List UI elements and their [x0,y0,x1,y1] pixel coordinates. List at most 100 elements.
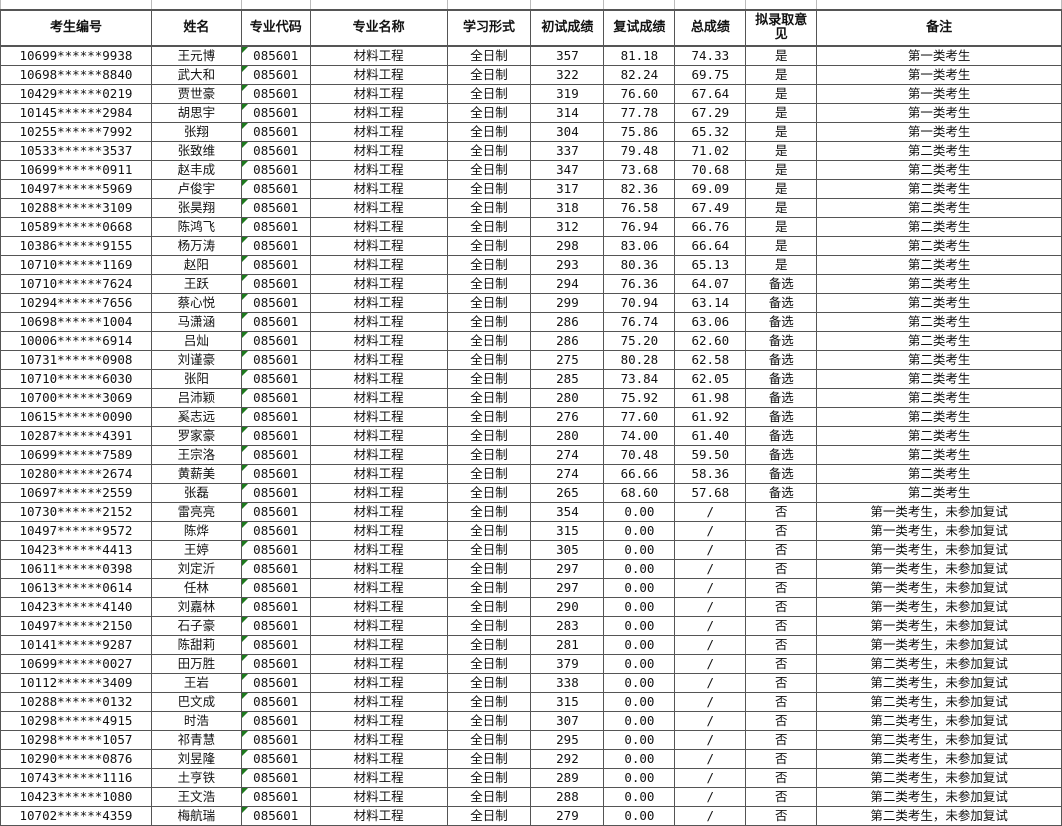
cell-initial-score[interactable]: 292 [530,749,605,769]
cell-retest-score[interactable]: 80.36 [603,255,676,275]
cell-major-name[interactable]: 材料工程 [309,502,448,522]
cell-name[interactable]: 巴文成 [150,692,242,712]
cell-initial-score[interactable]: 298 [530,236,605,256]
cell-retest-score[interactable]: 82.36 [603,179,676,199]
cell-total-score[interactable]: 67.49 [674,198,747,218]
cell-candidate-id[interactable]: 10280******2674 [0,464,152,484]
cell-total-score[interactable]: 67.64 [674,84,747,104]
cell-name[interactable]: 田万胜 [150,654,242,674]
cell-major-code[interactable]: 085601 [240,160,311,180]
cell-major-name[interactable]: 材料工程 [309,65,448,85]
cell-retest-score[interactable]: 0.00 [603,673,676,693]
cell-major-code[interactable]: 085601 [240,749,311,769]
cell-retest-score[interactable]: 0.00 [603,692,676,712]
cell-admission-opinion[interactable]: 是 [745,255,818,275]
cell-admission-opinion[interactable]: 备选 [745,388,818,408]
cell-name[interactable]: 雷亮亮 [150,502,242,522]
cell-study-mode[interactable]: 全日制 [446,806,532,826]
cell-admission-opinion[interactable]: 备选 [745,331,818,351]
cell-major-name[interactable]: 材料工程 [309,236,448,256]
cell-retest-score[interactable]: 77.78 [603,103,676,123]
cell-initial-score[interactable]: 319 [530,84,605,104]
cell-retest-score[interactable]: 70.48 [603,445,676,465]
cell-major-code[interactable]: 085601 [240,198,311,218]
cell-initial-score[interactable]: 347 [530,160,605,180]
cell-study-mode[interactable]: 全日制 [446,654,532,674]
cell-total-score[interactable]: / [674,768,747,788]
cell-total-score[interactable]: 65.32 [674,122,747,142]
cell-total-score[interactable]: / [674,521,747,541]
cell-remark[interactable]: 第二类考生 [816,445,1062,465]
cell-major-name[interactable]: 材料工程 [309,312,448,332]
cell-name[interactable]: 刘谨豪 [150,350,242,370]
cell-remark[interactable]: 第二类考生，未参加复试 [816,654,1062,674]
cell-name[interactable]: 刘定沂 [150,559,242,579]
cell-admission-opinion[interactable]: 备选 [745,407,818,427]
cell-major-name[interactable]: 材料工程 [309,464,448,484]
cell-remark[interactable]: 第二类考生 [816,236,1062,256]
cell-major-name[interactable]: 材料工程 [309,654,448,674]
cell-name[interactable]: 卢俊宇 [150,179,242,199]
cell-initial-score[interactable]: 283 [530,616,605,636]
cell-candidate-id[interactable]: 10613******0614 [0,578,152,598]
cell-admission-opinion[interactable]: 备选 [745,293,818,313]
cell-candidate-id[interactable]: 10386******9155 [0,236,152,256]
cell-study-mode[interactable]: 全日制 [446,768,532,788]
cell-candidate-id[interactable]: 10112******3409 [0,673,152,693]
cell-initial-score[interactable]: 322 [530,65,605,85]
cell-total-score[interactable]: 62.05 [674,369,747,389]
cell-name[interactable]: 吕沛颖 [150,388,242,408]
cell-initial-score[interactable]: 294 [530,274,605,294]
cell-total-score[interactable]: / [674,578,747,598]
cell-admission-opinion[interactable]: 否 [745,540,818,560]
cell-total-score[interactable]: 63.06 [674,312,747,332]
cell-total-score[interactable]: 62.60 [674,331,747,351]
cell-remark[interactable]: 第二类考生 [816,160,1062,180]
cell-total-score[interactable]: / [674,635,747,655]
cell-retest-score[interactable]: 81.18 [603,45,676,66]
cell-major-code[interactable]: 085601 [240,483,311,503]
cell-study-mode[interactable]: 全日制 [446,236,532,256]
cell-candidate-id[interactable]: 10697******2559 [0,483,152,503]
cell-major-name[interactable]: 材料工程 [309,597,448,617]
cell-admission-opinion[interactable]: 是 [745,103,818,123]
cell-remark[interactable]: 第一类考生 [816,122,1062,142]
cell-total-score[interactable]: 70.68 [674,160,747,180]
cell-retest-score[interactable]: 80.28 [603,350,676,370]
cell-retest-score[interactable]: 0.00 [603,654,676,674]
cell-initial-score[interactable]: 275 [530,350,605,370]
cell-remark[interactable]: 第二类考生 [816,217,1062,237]
cell-study-mode[interactable]: 全日制 [446,331,532,351]
cell-major-code[interactable]: 085601 [240,730,311,750]
cell-major-name[interactable]: 材料工程 [309,635,448,655]
cell-retest-score[interactable]: 79.48 [603,141,676,161]
cell-admission-opinion[interactable]: 否 [745,616,818,636]
cell-remark[interactable]: 第一类考生 [816,103,1062,123]
cell-candidate-id[interactable]: 10423******4413 [0,540,152,560]
cell-major-name[interactable]: 材料工程 [309,160,448,180]
cell-candidate-id[interactable]: 10290******0876 [0,749,152,769]
cell-candidate-id[interactable]: 10699******7589 [0,445,152,465]
cell-major-code[interactable]: 085601 [240,45,311,66]
cell-total-score[interactable]: / [674,502,747,522]
cell-total-score[interactable]: / [674,559,747,579]
cell-retest-score[interactable]: 0.00 [603,521,676,541]
cell-major-code[interactable]: 085601 [240,559,311,579]
cell-study-mode[interactable]: 全日制 [446,502,532,522]
cell-admission-opinion[interactable]: 备选 [745,445,818,465]
cell-name[interactable]: 张阳 [150,369,242,389]
cell-name[interactable]: 祁青慧 [150,730,242,750]
cell-major-code[interactable]: 085601 [240,426,311,446]
cell-study-mode[interactable]: 全日制 [446,483,532,503]
cell-admission-opinion[interactable]: 否 [745,711,818,731]
cell-candidate-id[interactable]: 10006******6914 [0,331,152,351]
cell-candidate-id[interactable]: 10743******1116 [0,768,152,788]
cell-name[interactable]: 刘嘉林 [150,597,242,617]
cell-study-mode[interactable]: 全日制 [446,521,532,541]
cell-total-score[interactable]: 61.92 [674,407,747,427]
cell-major-code[interactable]: 085601 [240,369,311,389]
cell-retest-score[interactable]: 76.94 [603,217,676,237]
cell-name[interactable]: 贾世豪 [150,84,242,104]
cell-admission-opinion[interactable]: 否 [745,806,818,826]
cell-study-mode[interactable]: 全日制 [446,198,532,218]
